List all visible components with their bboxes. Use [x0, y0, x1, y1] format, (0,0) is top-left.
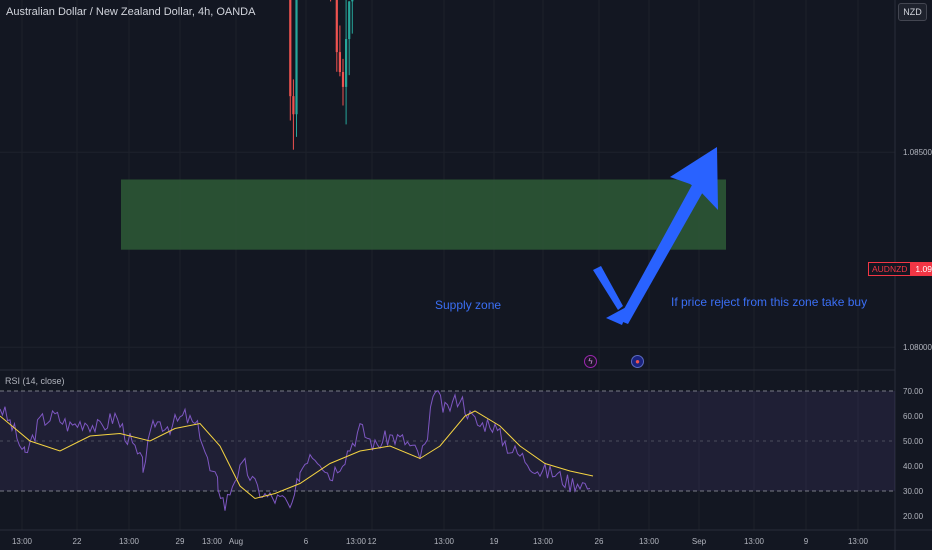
- time-axis-label: 12: [368, 537, 377, 546]
- time-axis-label: 13:00: [848, 537, 869, 546]
- price-axis-label: 1.08500: [903, 148, 932, 157]
- rsi-legend: RSI (14, close): [5, 376, 65, 386]
- time-axis-label: 29: [176, 537, 185, 546]
- event-flag-icon[interactable]: ●: [631, 355, 644, 368]
- time-axis-label: 13:00: [434, 537, 455, 546]
- rsi-axis-label: 70.00: [903, 387, 924, 396]
- candle-body: [335, 0, 338, 53]
- zone-layer: [121, 179, 726, 250]
- rsi-line: [0, 390, 591, 511]
- supply-zone: [121, 179, 726, 250]
- candlestick-series: [289, 0, 354, 150]
- arrow-up-shaft: [618, 185, 704, 324]
- chart-title: Australian Dollar / New Zealand Dollar, …: [6, 6, 256, 18]
- buy-note-label: If price reject from this zone take buy: [671, 295, 868, 309]
- arrow-layer: [593, 147, 718, 325]
- time-axis-label: 13:00: [202, 537, 223, 546]
- time-axis-label: 13:00: [744, 537, 765, 546]
- rsi-axis-label: 30.00: [903, 487, 924, 496]
- time-axis-label: 19: [490, 537, 499, 546]
- time-axis-label: 13:00: [12, 537, 33, 546]
- rsi-axis-label: 20.00: [903, 512, 924, 521]
- time-axis-label: 22: [73, 537, 82, 546]
- candle-body: [292, 96, 295, 115]
- arrow-down-shaft: [593, 266, 623, 310]
- candle-body: [345, 39, 348, 87]
- event-flash-icon[interactable]: ϟ: [584, 355, 597, 368]
- rsi-ma-line: [0, 410, 594, 500]
- supply-zone-label: Supply zone: [435, 298, 502, 312]
- time-axis-label: 13:00: [346, 537, 367, 546]
- rsi-axis-label: 50.00: [903, 437, 924, 446]
- time-axis: 13:00 22 13:00 29 13:00 Aug 6 13:00 12 13:00 19 13:…: [12, 537, 869, 546]
- rsi-axis-label: 60.00: [903, 412, 924, 421]
- time-axis-label: Aug: [229, 537, 243, 546]
- time-axis-label: 6: [304, 537, 309, 546]
- time-axis-label: 13:00: [533, 537, 554, 546]
- time-axis-label: Sep: [692, 537, 707, 546]
- candle-body: [341, 72, 345, 87]
- time-axis-label: 13:00: [639, 537, 660, 546]
- arrow-up-head: [670, 147, 718, 210]
- candle-body: [338, 52, 341, 73]
- price-axis-label: 1.08000: [903, 343, 932, 352]
- candle-body: [348, 1, 351, 40]
- current-price-tag: AUDNZD 1.09036: [868, 262, 932, 276]
- candle-body: [351, 0, 354, 2]
- candle-body: [295, 0, 298, 115]
- time-axis-label: 26: [595, 537, 604, 546]
- price-axis: 1.120001.115001.110001.105001.100001.095…: [903, 148, 932, 352]
- rsi-pane: [0, 390, 895, 511]
- rsi-axis-label: 40.00: [903, 462, 924, 471]
- time-axis-label: 9: [804, 537, 809, 546]
- price-tag-value: 1.09036: [911, 262, 932, 276]
- time-axis-label: 13:00: [119, 537, 140, 546]
- price-tag-symbol: AUDNZD: [868, 262, 912, 276]
- candle-body: [289, 0, 292, 97]
- rsi-axis: 70.00 60.00 50.00 40.00 30.00 20.00: [903, 387, 924, 521]
- currency-button[interactable]: NZD: [898, 3, 927, 21]
